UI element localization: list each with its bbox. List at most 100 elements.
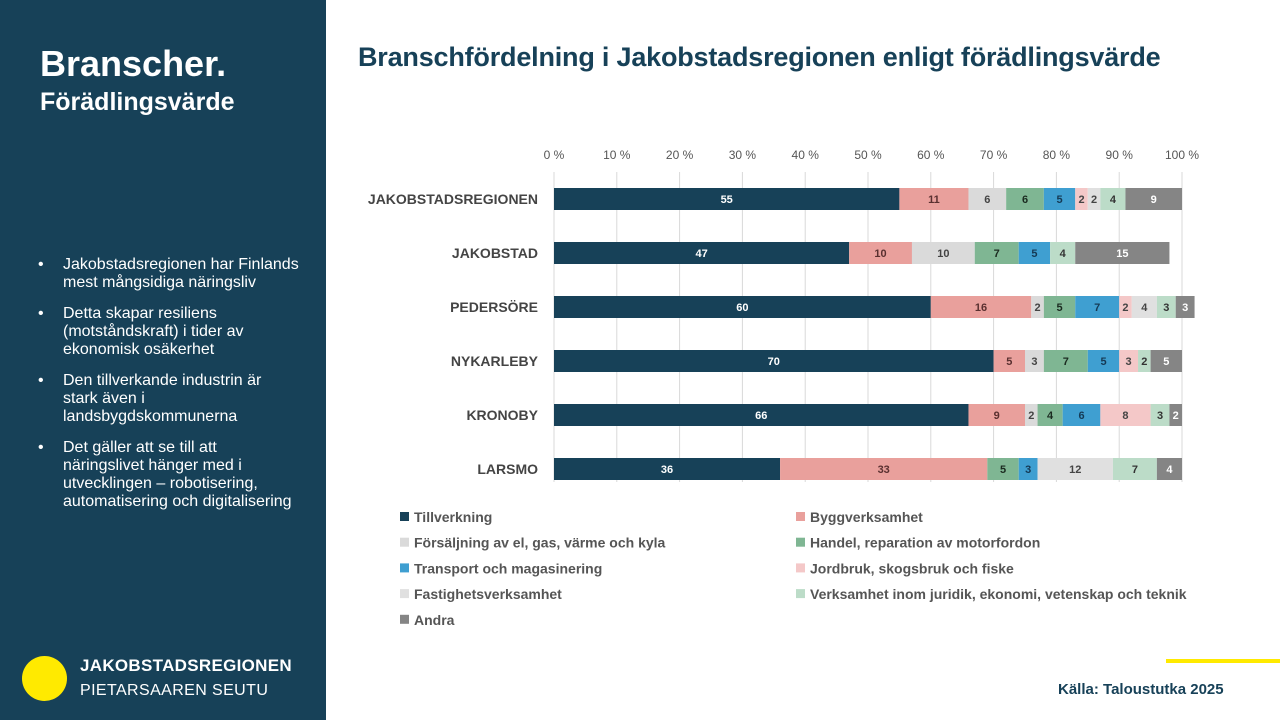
data-label: 3 (1126, 356, 1132, 368)
bar-segment (930, 296, 1032, 318)
bar-segment (1150, 404, 1170, 426)
chart-title: Branschfördelning i Jakobstadsregionen e… (358, 42, 1161, 72)
x-tick-label: 20 % (666, 148, 694, 162)
x-tick-label: 100 % (1165, 148, 1199, 162)
data-label: 7 (1063, 356, 1069, 368)
stacked-bar-chart: 0 % 10 % 20 % 30 % 40 % 50 % 60 % 70 % 80 % 90 % 1… (368, 148, 1199, 628)
data-label: 2 (1173, 410, 1179, 422)
category-label: JAKOBSTAD (452, 245, 538, 261)
data-label: 7 (1132, 464, 1138, 476)
legend-swatch (400, 563, 409, 573)
bar-segment (974, 242, 1019, 264)
bar-segment (554, 296, 931, 318)
data-label: 5 (1031, 248, 1037, 260)
bar-segment (1156, 296, 1176, 318)
data-label: 33 (878, 464, 890, 476)
data-label: 3 (1163, 302, 1169, 314)
data-label: 16 (975, 302, 987, 314)
data-label: 3 (1182, 302, 1188, 314)
x-tick-label: 70 % (980, 148, 1008, 162)
legend-swatch (400, 537, 409, 547)
data-label: 5 (1056, 302, 1062, 314)
data-label: 2 (1028, 410, 1034, 422)
legend-label: Jordbruk, skogsbruk och fiske (810, 560, 1014, 576)
data-label: 60 (736, 302, 748, 314)
data-label: 10 (937, 248, 949, 260)
data-label: 15 (1116, 248, 1128, 260)
data-label: 2 (1034, 302, 1040, 314)
legend-label: Verksamhet inom juridik, ekonomi, vetens… (810, 586, 1187, 602)
sidebar-title: Branscher. (40, 43, 227, 84)
x-tick-label: 50 % (854, 148, 882, 162)
source-note: Källa: Taloustutka 2025 (1058, 681, 1224, 698)
category-label: KRONOBY (466, 407, 538, 423)
bullet-item: Detta skapar resiliens (motståndskraft) … (38, 305, 300, 359)
legend-swatch (796, 589, 805, 599)
x-tick-label: 10 % (603, 148, 631, 162)
data-label: 12 (1069, 464, 1081, 476)
logo-text-primary: JAKOBSTADSREGIONEN (80, 656, 292, 675)
data-label: 6 (984, 194, 990, 206)
data-label: 6 (1078, 410, 1084, 422)
data-label: 9 (1151, 194, 1157, 206)
data-label: 66 (755, 410, 767, 422)
data-label: 47 (695, 248, 707, 260)
bullet-item: Det gäller att se till att näringslivet … (38, 439, 300, 511)
bar-segment (968, 188, 1007, 210)
bar-segment (849, 242, 912, 264)
category-label: LARSMO (477, 461, 538, 477)
data-label: 6 (1022, 194, 1028, 206)
bar-segment (987, 458, 1019, 480)
bar-segment (899, 188, 969, 210)
bar-segment (1169, 404, 1182, 426)
bar-segment (1037, 458, 1113, 480)
bar-segment (1075, 242, 1170, 264)
legend-label: Transport och magasinering (414, 560, 602, 576)
legend-label: Andra (414, 612, 455, 628)
sidebar-subtitle: Förädlingsvärde (40, 88, 235, 116)
data-label: 5 (1056, 194, 1062, 206)
bar-segment (968, 404, 1025, 426)
legend-label: Fastighetsverksamhet (414, 586, 562, 602)
bar-segment (1119, 296, 1132, 318)
bar-segment (554, 242, 850, 264)
category-label: PEDERSÖRE (450, 299, 538, 315)
data-label: 55 (721, 194, 733, 206)
legend-label: Handel, reparation av motorfordon (810, 535, 1040, 551)
bar-segment (780, 458, 988, 480)
bar-segment (1037, 404, 1063, 426)
bar-segment (1031, 296, 1044, 318)
data-label: 5 (1100, 356, 1106, 368)
data-label: 7 (994, 248, 1000, 260)
bar-segment (1050, 242, 1076, 264)
bar-segment (1043, 296, 1076, 318)
data-label: 4 (1141, 302, 1148, 314)
bar-segment (554, 404, 969, 426)
data-label: 70 (768, 356, 780, 368)
bar-segment (1087, 350, 1120, 372)
data-label: 5 (1000, 464, 1006, 476)
bar-segment (1100, 404, 1151, 426)
bar-segment (1006, 188, 1044, 210)
bar-segment (1087, 188, 1101, 210)
legend-label: Tillverkning (414, 509, 492, 525)
data-label: 8 (1122, 410, 1128, 422)
data-label: 11 (928, 194, 940, 206)
bar-segment (1175, 296, 1195, 318)
data-label: 10 (874, 248, 886, 260)
legend-swatch (796, 563, 805, 573)
bar-segment (1119, 350, 1139, 372)
data-label: 9 (994, 410, 1000, 422)
x-tick-label: 80 % (1043, 148, 1071, 162)
bar-segment (1062, 404, 1101, 426)
data-label: 2 (1141, 356, 1147, 368)
bar-segment (554, 188, 900, 210)
bar-segment (1043, 350, 1088, 372)
category-label: NYKARLEBY (451, 353, 539, 369)
data-label: 4 (1060, 248, 1067, 260)
data-label: 4 (1047, 410, 1054, 422)
x-tick-label: 0 % (544, 148, 565, 162)
data-label: 4 (1110, 194, 1117, 206)
bar-segment (1075, 188, 1088, 210)
bar-segment (554, 350, 994, 372)
